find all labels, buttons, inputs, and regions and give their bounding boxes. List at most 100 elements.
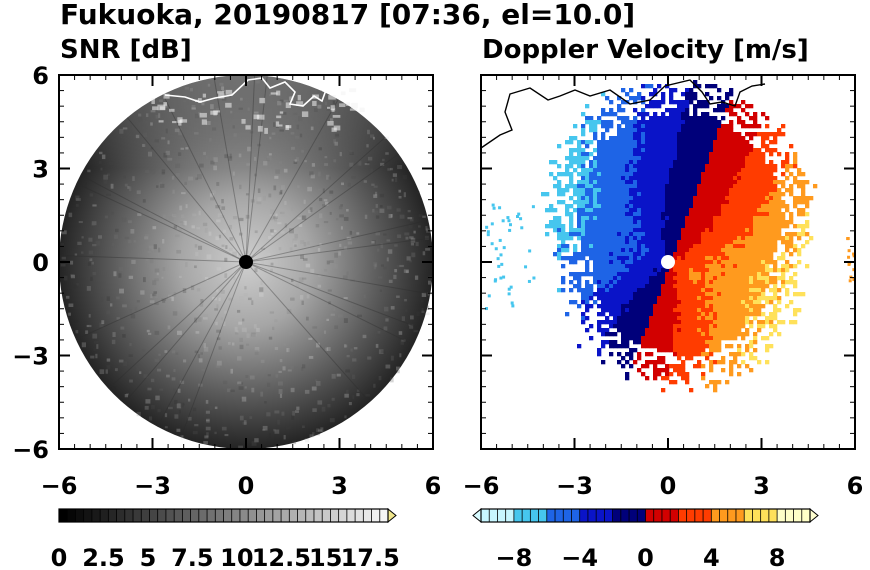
snr-speckle [212,296,217,301]
doppler-pixel [589,252,594,257]
snr-speckle [201,368,206,372]
doppler-pixel [749,124,754,129]
doppler-pixel [585,260,590,265]
doppler-pixel [689,244,694,249]
doppler-pixel [637,160,642,165]
doppler-pixel [585,172,590,177]
doppler-pixel [593,300,598,305]
doppler-pixel [737,328,742,333]
doppler-pixel [625,276,630,281]
doppler-pixel [641,192,646,197]
doppler-pixel [669,128,674,133]
snr-speckle [195,177,199,181]
doppler-pixel [557,172,562,177]
doppler-pixel [693,296,698,301]
doppler-pixel [641,196,646,201]
doppler-pixel [693,328,698,333]
snr-speckle [279,274,282,279]
snr-speckle [176,330,182,335]
doppler-pixel [789,164,794,169]
snr-speckle [375,203,378,208]
doppler-pixel [693,284,698,289]
doppler-pixel [785,176,790,181]
doppler-pixel [797,168,802,173]
doppler-pixel [613,212,618,217]
doppler-pixel [561,276,566,281]
snr-speckle [230,110,233,114]
snr-speckle [278,247,282,251]
doppler-pixel [645,148,650,153]
doppler-pixel [765,276,770,281]
snr-speckle [409,217,414,222]
snr-speckle [351,229,355,232]
doppler-pixel [661,100,666,105]
doppler-pixel [725,240,730,245]
snr-echo [285,102,291,109]
doppler-pixel [653,228,658,233]
snr-speckle [148,210,152,215]
snr-speckle [312,326,318,329]
doppler-pixel [625,168,630,173]
doppler-pixel [729,192,734,197]
doppler-pixel [669,372,674,377]
doppler-pixel [705,288,710,293]
snr-speckle [162,267,166,271]
doppler-pixel [693,204,698,209]
doppler-pixel [633,100,638,105]
snr-speckle [290,365,294,370]
snr-speckle [404,298,407,302]
doppler-pixel [617,116,622,121]
doppler-pixel [597,236,602,241]
doppler-pixel [657,164,662,169]
doppler-pixel [701,148,706,153]
doppler-pixel [661,304,666,309]
doppler-pixel [637,92,642,97]
snr-speckle [113,271,117,277]
doppler-pixel [701,240,706,245]
snr-speckle [128,354,133,357]
snr-speckle [106,310,110,315]
snr-speckle [180,147,184,150]
colorbar-bin [264,509,274,522]
doppler-pixel [701,152,706,157]
doppler-pixel [761,228,766,233]
doppler-pixel [777,208,782,213]
x-tick-label: 6 [425,472,442,500]
doppler-pixel [557,220,562,225]
doppler-pixel [653,88,658,93]
doppler-pixel [797,308,802,313]
doppler-pixel [749,240,754,245]
doppler-pixel [721,164,726,169]
doppler-pixel [605,160,610,165]
doppler-pixel [717,360,722,365]
doppler-pixel [569,180,574,185]
snr-speckle [274,175,279,179]
doppler-pixel [773,164,778,169]
doppler-pixel [769,296,774,301]
snr-speckle [346,354,350,358]
doppler-pixel [657,248,662,253]
doppler-pixel [693,128,698,133]
doppler-pixel [769,140,774,145]
doppler-pixel [645,308,650,313]
doppler-pixel [773,216,778,221]
snr-speckle [380,162,385,166]
doppler-pixel [713,144,718,149]
doppler-pixel [593,220,598,225]
doppler-pixel [597,176,602,181]
doppler-pixel [657,288,662,293]
snr-speckle [188,176,194,181]
snr-speckle [326,347,331,352]
doppler-pixel [769,184,774,189]
doppler-pixel [741,252,746,257]
snr-speckle [90,276,93,281]
doppler-pixel [737,140,742,145]
snr-speckle [215,321,218,326]
snr-speckle [197,317,202,322]
doppler-pixel [613,232,618,237]
doppler-pixel [693,348,698,353]
doppler-pixel [737,296,742,301]
colorbar-bin [744,509,753,522]
snr-speckle [116,317,120,320]
snr-speckle [158,169,162,174]
